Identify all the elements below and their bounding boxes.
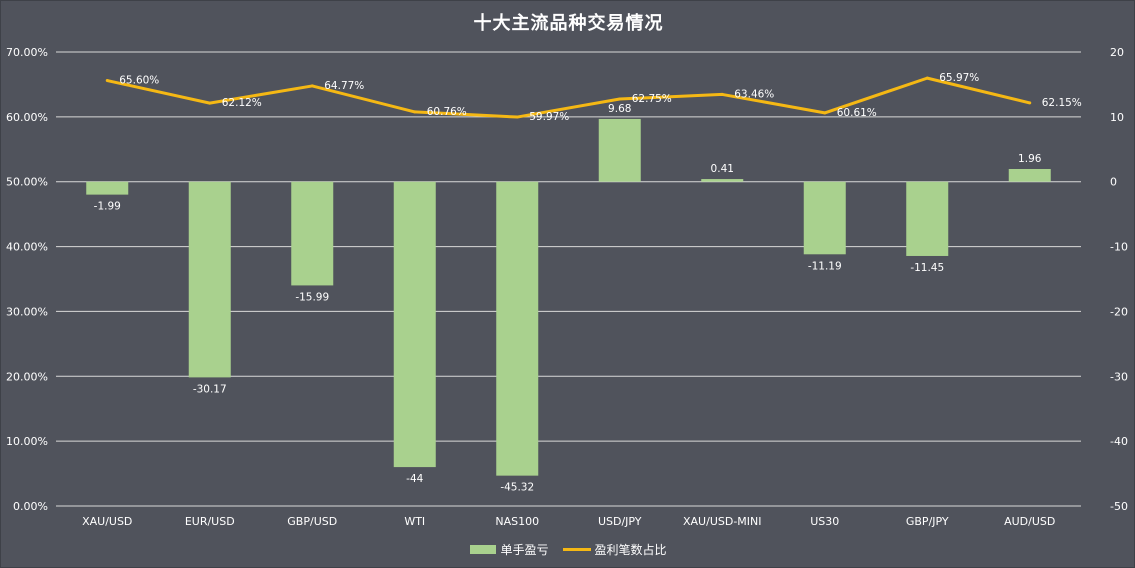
bar-data-label: -45.32 xyxy=(500,482,534,494)
line-data-label: 60.76% xyxy=(427,106,467,118)
bar-series: -1.99 -30.17 -15.99 -44 -45.32 9.68 0.41 -11.19… xyxy=(86,103,1051,494)
bar xyxy=(393,181,436,468)
right-tick-label: 20 xyxy=(1110,46,1124,59)
bar xyxy=(906,181,949,256)
bar xyxy=(598,118,641,182)
legend-bar-label: 单手盈亏 xyxy=(500,543,549,557)
line-path xyxy=(106,76,1031,119)
line-data-label: 59.97% xyxy=(529,111,569,123)
bar xyxy=(803,181,846,255)
line-point xyxy=(413,110,417,114)
left-tick-label: 30.00% xyxy=(6,305,48,318)
bar-data-label: -15.99 xyxy=(295,291,329,303)
bar-data-label: 9.68 xyxy=(608,103,631,115)
bar-data-label: -11.19 xyxy=(808,260,842,272)
left-tick-label: 50.00% xyxy=(6,176,48,189)
left-axis-ticks: 70.00% 60.00% 50.00% 40.00% 30.00% 20.00% 10.0… xyxy=(6,46,48,513)
line-series: 65.60% 62.12% 64.77% 60.76% 59.97% 62.75% 63.4… xyxy=(105,72,1082,123)
left-tick-label: 40.00% xyxy=(6,241,48,254)
line-data-label: 63.46% xyxy=(734,88,774,100)
chart-title: 十大主流品种交易情况 xyxy=(473,13,664,34)
bar-data-label: 1.96 xyxy=(1018,153,1042,165)
bar xyxy=(701,179,744,182)
legend-item-line: 盈利笔数占比 xyxy=(562,541,667,558)
right-axis-ticks: 20 10 0 -10 -20 -30 -40 -50 xyxy=(1110,46,1128,513)
bar xyxy=(188,181,231,378)
line-point xyxy=(925,76,929,80)
line-point xyxy=(618,97,622,101)
bar xyxy=(496,181,539,476)
right-tick-label: -10 xyxy=(1110,241,1128,254)
line-point xyxy=(208,101,212,105)
left-tick-label: 10.00% xyxy=(6,435,48,448)
category-label: EUR/USD xyxy=(185,515,235,528)
category-label: US30 xyxy=(810,515,839,528)
bar xyxy=(86,181,129,195)
line-data-label: 62.75% xyxy=(632,93,672,105)
line-point xyxy=(1028,101,1032,105)
bar xyxy=(1008,169,1051,182)
legend-line-label: 盈利笔数占比 xyxy=(594,543,667,557)
left-tick-label: 70.00% xyxy=(6,46,48,59)
category-label: XAU/USD xyxy=(82,515,132,528)
bar xyxy=(291,181,334,286)
category-label: NAS100 xyxy=(495,515,539,528)
category-label: AUD/USD xyxy=(1004,515,1055,528)
combo-chart: 70.00% 60.00% 50.00% 40.00% 30.00% 20.00% 10.0… xyxy=(6,46,1128,528)
line-data-label: 65.60% xyxy=(119,75,159,87)
line-point xyxy=(310,84,314,88)
left-tick-label: 0.00% xyxy=(13,500,48,513)
right-tick-label: -20 xyxy=(1110,305,1128,318)
right-tick-label: -40 xyxy=(1110,435,1128,448)
right-tick-label: -50 xyxy=(1110,500,1128,513)
line-point xyxy=(105,79,109,83)
legend-bar-swatch xyxy=(470,545,497,554)
legend-line-swatch xyxy=(562,548,591,551)
bar-data-label: -44 xyxy=(406,473,423,485)
category-label: USD/JPY xyxy=(598,515,642,528)
line-point xyxy=(515,115,519,119)
left-tick-label: 20.00% xyxy=(6,370,48,383)
category-label: GBP/JPY xyxy=(906,515,949,528)
bar-data-label: 0.41 xyxy=(711,163,734,175)
category-label: GBP/USD xyxy=(287,515,337,528)
line-data-label: 62.12% xyxy=(222,97,262,109)
line-data-label: 62.15% xyxy=(1042,97,1082,109)
line-point xyxy=(720,92,724,96)
category-axis: XAU/USD EUR/USD GBP/USD WTI NAS100 USD/JPY XAU… xyxy=(82,515,1055,528)
line-data-label: 60.61% xyxy=(837,107,877,119)
legend-item-bar: 单手盈亏 xyxy=(470,541,549,558)
line-point xyxy=(823,111,827,115)
left-tick-label: 60.00% xyxy=(6,111,48,124)
right-tick-label: 0 xyxy=(1110,176,1117,189)
bar-data-label: -11.45 xyxy=(910,262,944,274)
line-data-label: 64.77% xyxy=(324,80,364,92)
legend: 单手盈亏 盈利笔数占比 xyxy=(1,541,1135,558)
right-tick-label: 10 xyxy=(1110,111,1124,124)
category-label: WTI xyxy=(404,515,425,528)
bar-data-label: -30.17 xyxy=(193,383,227,395)
category-label: XAU/USD-MINI xyxy=(683,515,762,528)
line-data-label: 65.97% xyxy=(939,72,979,84)
right-tick-label: -30 xyxy=(1110,370,1128,383)
bar-data-label: -1.99 xyxy=(94,201,121,213)
